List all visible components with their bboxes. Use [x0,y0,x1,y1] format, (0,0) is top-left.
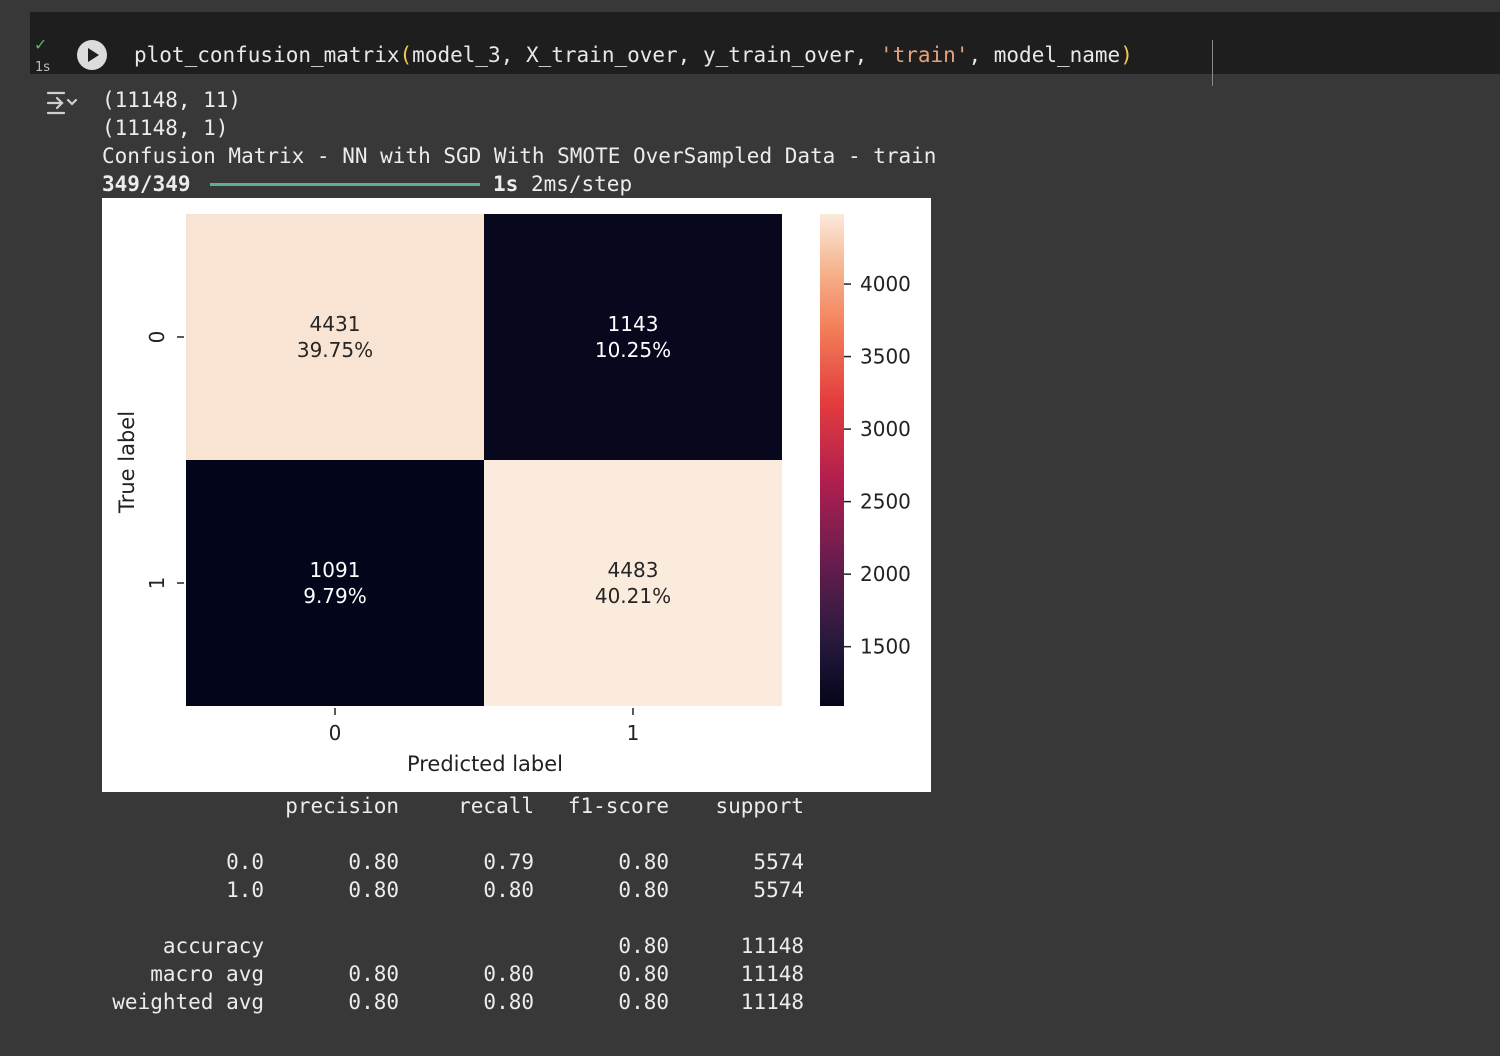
report-header-cell: recall [458,794,534,818]
report-row: accuracy 0.80 11148 [102,932,804,960]
report-cell: 11148 [740,934,804,958]
report-cell: 0.79 [483,850,534,874]
output-line-2: (11148, 1) [102,116,229,140]
cell-percent-label: 40.21% [595,584,671,608]
report-cell: 0.80 [483,878,534,902]
text-cursor [1212,40,1213,86]
code-args: model_3, X_train_over, y_train_over, [412,43,880,67]
report-row-label: macro avg [150,962,264,986]
report-cell: 5574 [753,878,804,902]
cell-count-label: 1143 [608,312,659,336]
colorbar-tick-label: 4000 [860,272,911,296]
report-row-label: 0.0 [226,850,264,874]
y-tick-label: 0 [145,331,169,344]
report-cell: 0.80 [618,878,669,902]
report-row: 0.0 0.80 0.79 0.80 5574 [102,848,804,876]
report-row-label: 1.0 [226,878,264,902]
x-tick-label: 0 [329,721,342,745]
report-header-cell: precision [285,794,399,818]
cell-count-label: 1091 [310,558,361,582]
progress-per-step: 2ms/step [530,172,633,196]
code-function: plot_confusion_matrix [134,43,400,67]
colorbar-tick-label: 3500 [860,345,911,369]
report-cell: 5574 [753,850,804,874]
heatmap-cell [484,460,782,706]
code-tail: , model_name [968,43,1121,67]
report-cell: 0.80 [348,878,399,902]
report-header-cell: f1-score [567,794,669,818]
check-icon: ✓ [35,34,46,55]
cell-percent-label: 39.75% [297,338,373,362]
report-cell: 11148 [740,962,804,986]
cell-percent-label: 9.79% [303,584,367,608]
colorbar-tick-label: 3000 [860,417,911,441]
report-spacer [102,904,804,932]
report-header-row: precision recall f1-score support [102,792,804,820]
progress-time: 1s [493,172,519,196]
colorbar-tick-label: 2000 [860,562,911,586]
cell-count-label: 4431 [310,312,361,336]
colorbar-tick-label: 2500 [860,490,911,514]
progress-bar [210,183,480,186]
classification-report: precision recall f1-score support 0.0 0.80 0.7… [102,792,804,1016]
report-cell: 0.80 [483,962,534,986]
report-cell: 0.80 [618,990,669,1014]
heatmap-cell [186,214,484,460]
confusion-matrix-plot: 4431 39.75% 1143 10.25% 1091 9.79% 4483 40.21% … [102,198,931,792]
x-tick-label: 1 [627,721,640,745]
report-spacer [102,820,804,848]
report-cell: 0.80 [618,850,669,874]
cell-percent-label: 10.25% [595,338,671,362]
code-string: 'train' [879,43,969,67]
x-axis-label: Predicted label [407,752,563,776]
heatmap-cell [186,460,484,706]
report-row: 1.0 0.80 0.80 0.80 5574 [102,876,804,904]
code-paren-open: ( [399,43,413,67]
y-tick-label: 1 [145,577,169,590]
report-row: macro avg 0.80 0.80 0.80 11148 [102,960,804,988]
heatmap-cell [484,214,782,460]
execution-time: 1s [35,60,51,75]
code-cell[interactable]: ✓ 1s plot_confusion_matrix(model_3, X_tr… [30,12,1500,86]
report-row-label: accuracy [162,934,264,958]
cell-count-label: 4483 [608,558,659,582]
report-cell: 0.80 [348,990,399,1014]
colorbar [820,214,844,706]
colorbar-tick-label: 1500 [860,635,911,659]
output-toggle-icon[interactable] [46,90,78,116]
output-line-3: Confusion Matrix - NN with SGD With SMOT… [102,144,937,168]
progress-steps: 349/349 [102,172,191,196]
report-row: weighted avg 0.80 0.80 0.80 11148 [102,988,804,1016]
report-cell: 11148 [740,990,804,1014]
output-line-1: (11148, 11) [102,88,242,112]
report-row-label: weighted avg [112,990,264,1014]
progress-timing: 1s 2ms/step [493,170,632,198]
report-cell: 0.80 [348,962,399,986]
report-cell: 0.80 [618,934,669,958]
y-axis-label: True label [115,411,139,514]
progress-line: 349/349 [102,170,191,198]
report-cell: 0.80 [483,990,534,1014]
report-cell: 0.80 [618,962,669,986]
report-cell: 0.80 [348,850,399,874]
code-paren-close: ) [1120,43,1133,67]
run-cell-button[interactable] [77,40,107,70]
code-line[interactable]: plot_confusion_matrix(model_3, X_train_o… [134,40,1133,70]
confusion-matrix-svg: 443139.75%114310.25%10919.79%448340.21% … [115,214,911,776]
report-header-cell: support [715,794,804,818]
